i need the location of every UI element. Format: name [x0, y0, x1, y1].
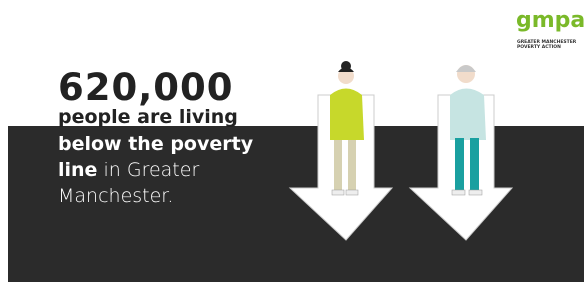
headline-light: in Greater: [104, 159, 200, 181]
logo-wordmark: gmpa: [516, 8, 584, 33]
logo-tagline: POVERTY ACTION: [517, 45, 561, 50]
headline-line: line in Greater: [58, 159, 199, 181]
headline-line: below the poverty: [58, 133, 253, 155]
headline-line: Manchester.: [58, 185, 173, 207]
infographic: gmpa GREATER MANCHESTER POVERTY ACTION 6…: [0, 0, 584, 282]
headline-line: people are living: [58, 106, 238, 128]
headline-figure: 620,000: [58, 66, 234, 109]
headline-bold: line: [58, 159, 97, 181]
